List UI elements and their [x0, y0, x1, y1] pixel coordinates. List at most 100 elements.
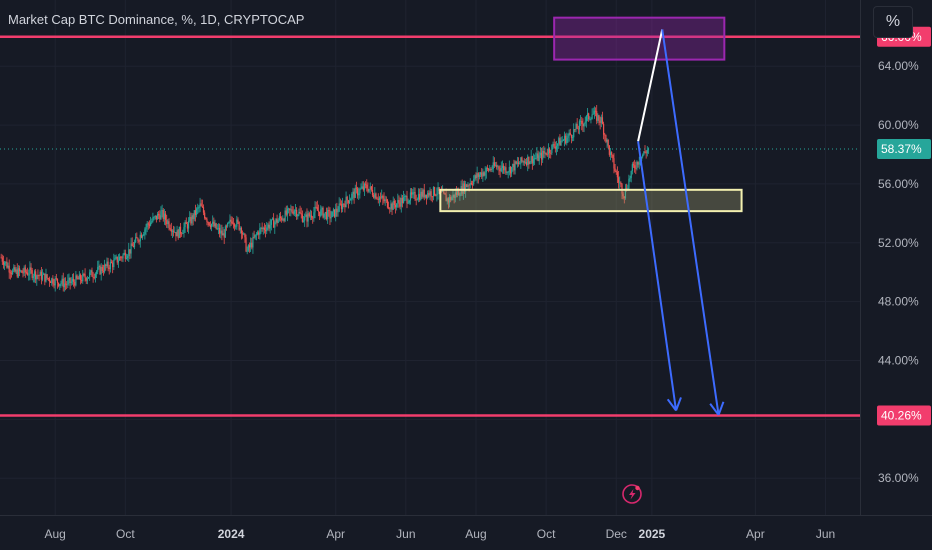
candle-2024-02-15: [282, 215, 284, 222]
candle-2023-10-17: [143, 231, 145, 237]
candle-body: [278, 216, 280, 221]
candle-2024-09-10: [521, 156, 523, 163]
percent-scale-button[interactable]: %: [873, 6, 913, 38]
candle-body: [21, 270, 23, 273]
candle-2024-04-15: [351, 192, 353, 205]
candle-body: [268, 224, 270, 229]
candle-2024-01-23: [255, 232, 257, 241]
candle-body: [136, 237, 138, 239]
candle-body: [478, 174, 481, 177]
candle-2024-02-20: [287, 207, 290, 214]
candle-body: [544, 152, 546, 154]
candle-body: [347, 200, 349, 203]
candle-2024-10-02: [546, 148, 548, 157]
candle-2023-09-25: [117, 254, 120, 268]
candle-body: [507, 171, 509, 173]
candle-body: [101, 266, 103, 271]
candle-body: [502, 165, 505, 171]
candle-body: [571, 137, 574, 139]
candle-2024-08-30: [508, 160, 510, 176]
candle-2023-11-30: [193, 210, 195, 222]
candle-body: [72, 279, 75, 282]
candle-body: [500, 168, 502, 172]
candle-body: [474, 175, 476, 180]
candle-2024-06-01: [405, 194, 407, 201]
candle-body: [228, 222, 230, 224]
candle-body: [267, 224, 269, 228]
candle-2024-07-15: [455, 186, 458, 198]
candle-body: [36, 275, 38, 280]
candle-2024-06-09: [414, 187, 416, 202]
candle-body: [577, 128, 579, 130]
candle-2024-05-22: [393, 198, 395, 209]
candle-body: [56, 278, 59, 283]
candle-2024-06-28: [436, 187, 438, 202]
candle-body: [143, 234, 145, 236]
candle-2024-09-27: [540, 147, 543, 166]
candle-2024-11-20: [603, 121, 605, 140]
candle-body: [494, 165, 497, 167]
candle-2023-08-07: [61, 275, 63, 286]
candle-2023-09-24: [116, 256, 118, 265]
candle-2023-10-01: [124, 249, 126, 262]
candle-body: [354, 187, 356, 198]
candle-body: [109, 262, 111, 270]
candle-2024-03-21: [322, 206, 324, 219]
candle-2024-01-05: [235, 224, 237, 230]
candle-2024-02-12: [278, 213, 280, 222]
candle-2024-01-19: [251, 237, 253, 250]
candle-2024-12-02: [616, 166, 619, 183]
candle-body: [60, 283, 62, 285]
candle-body: [202, 207, 205, 213]
candle-2024-06-05: [409, 188, 412, 205]
candle-2023-07-15: [35, 268, 37, 284]
candle-2024-05-06: [375, 192, 377, 200]
candle-body: [412, 192, 414, 195]
candle-body: [548, 148, 551, 153]
candle-body: [121, 257, 123, 259]
candle-2024-01-30: [263, 223, 266, 234]
candle-2024-08-18: [494, 161, 497, 167]
candle-2023-09-13: [104, 259, 106, 274]
candle-2023-09-10: [100, 263, 102, 281]
candle-body: [422, 189, 424, 197]
candle-body: [63, 283, 65, 288]
candle-2024-07-27: [469, 178, 471, 189]
candle-2024-01-18: [250, 237, 252, 252]
candle-body: [470, 183, 472, 185]
candle-2024-03-11: [310, 210, 313, 220]
candle-body: [486, 167, 489, 169]
candle-body: [259, 228, 261, 235]
candle-body: [159, 215, 161, 220]
candle-body: [447, 198, 449, 203]
candle-2024-03-10: [309, 209, 312, 221]
candles: [0, 104, 650, 292]
candle-body: [516, 162, 518, 164]
candle-2024-08-01: [475, 172, 477, 181]
candle-body: [224, 226, 226, 238]
candle-2024-03-09: [308, 211, 310, 218]
candle-2024-03-19: [320, 205, 322, 218]
price-badge-label: 58.37%: [881, 142, 922, 156]
candle-body: [176, 230, 178, 237]
candle-2024-01-11: [241, 230, 244, 239]
candle-2024-08-27: [505, 162, 507, 175]
candle-2024-06-06: [411, 188, 413, 199]
candle-2024-12-13: [629, 175, 631, 182]
candle-body: [78, 274, 80, 280]
candle-2023-08-30: [87, 276, 90, 279]
candle-body: [253, 236, 255, 238]
candle-2024-03-29: [331, 211, 333, 218]
candle-2023-09-12: [102, 264, 105, 276]
candle-body: [342, 203, 344, 210]
candle-2024-11-30: [614, 163, 616, 173]
candle-body: [260, 227, 262, 229]
candle-2023-10-06: [130, 237, 132, 259]
candle-2024-08-24: [501, 160, 504, 174]
candle-2024-01-09: [239, 226, 241, 234]
candle-2024-01-14: [245, 234, 247, 253]
candle-body: [557, 143, 559, 146]
lightning-icon[interactable]: [622, 484, 642, 504]
candle-2024-09-05: [515, 160, 517, 165]
